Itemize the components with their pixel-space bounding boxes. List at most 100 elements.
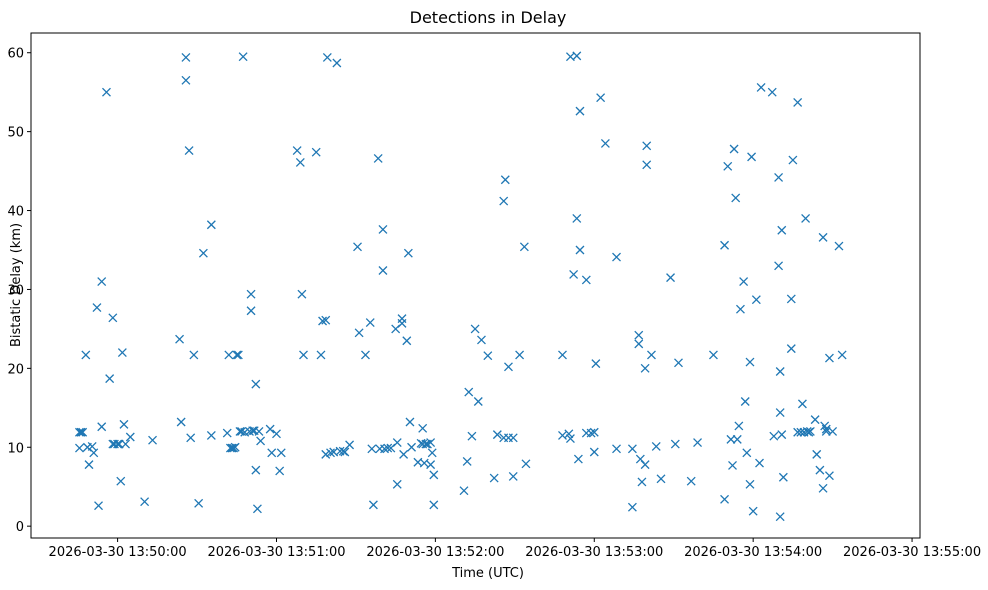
data-point — [586, 428, 596, 438]
data-point — [470, 324, 480, 334]
data-point — [499, 196, 509, 206]
data-point — [403, 248, 413, 258]
data-point — [777, 430, 787, 440]
data-point — [378, 225, 388, 234]
data-point — [464, 387, 474, 397]
data-point — [729, 144, 739, 154]
data-point — [801, 213, 811, 223]
data-point — [383, 443, 393, 453]
data-point — [818, 483, 828, 493]
data-point — [774, 261, 784, 271]
y-tick-label: 60 — [7, 47, 24, 62]
data-point — [731, 193, 741, 203]
data-point — [656, 474, 666, 484]
data-point — [246, 306, 256, 316]
data-point — [778, 472, 788, 482]
data-point — [726, 434, 736, 444]
data-point — [745, 357, 755, 367]
data-point — [233, 350, 243, 360]
data-point — [367, 444, 377, 454]
data-point — [89, 448, 99, 458]
data-point — [521, 459, 531, 469]
data-point — [295, 157, 305, 167]
data-point — [558, 350, 567, 360]
data-point — [368, 500, 378, 510]
data-point — [627, 502, 637, 512]
data-point — [837, 350, 847, 360]
data-point — [275, 466, 285, 476]
data-point — [708, 350, 718, 360]
data-point — [473, 397, 483, 406]
data-point — [186, 433, 196, 443]
data-point — [666, 273, 675, 283]
data-point — [774, 172, 784, 182]
data-point — [353, 242, 362, 252]
y-axis-ticks: 0 10 20 30 40 50 60 — [7, 47, 31, 535]
data-point — [92, 303, 102, 313]
x-tick-label: 2026-03-30 13:51:00 — [207, 545, 345, 560]
data-point — [222, 428, 232, 438]
data-point — [326, 448, 335, 458]
data-point — [316, 350, 326, 360]
data-point — [189, 350, 199, 360]
data-point — [575, 106, 585, 116]
data-point — [311, 147, 321, 157]
data-point — [230, 442, 240, 452]
data-point — [345, 440, 355, 450]
data-point — [751, 295, 761, 305]
data-point — [299, 350, 308, 360]
data-point — [392, 438, 402, 447]
data-point — [365, 318, 375, 328]
y-tick-label: 50 — [7, 126, 24, 141]
data-point — [589, 447, 599, 457]
data-point — [515, 350, 525, 360]
data-point — [97, 422, 107, 432]
y-tick-label: 10 — [7, 441, 24, 456]
data-point — [429, 500, 439, 510]
data-point — [612, 444, 621, 454]
data-point — [194, 498, 204, 508]
data-point — [116, 476, 126, 486]
data-point — [821, 427, 831, 436]
data-point — [834, 241, 844, 251]
data-point — [322, 53, 332, 62]
data-point — [565, 434, 575, 444]
data-point — [634, 330, 644, 340]
data-point — [748, 506, 758, 516]
y-tick-label: 20 — [7, 362, 24, 377]
data-point — [747, 152, 757, 162]
data-point — [573, 454, 583, 464]
data-point — [426, 460, 436, 470]
data-point — [564, 429, 574, 439]
data-point — [775, 367, 785, 376]
data-point — [421, 439, 431, 449]
data-point — [815, 465, 825, 475]
data-point — [500, 175, 510, 185]
data-point — [429, 470, 439, 480]
data-point — [793, 97, 803, 107]
data-point — [148, 435, 158, 445]
data-point — [176, 417, 186, 427]
data-point — [519, 242, 529, 252]
data-point — [651, 442, 661, 451]
data-point — [267, 448, 277, 458]
data-point — [181, 53, 191, 62]
data-point — [670, 439, 680, 449]
data-point — [256, 436, 266, 446]
data-point — [810, 415, 820, 425]
data-point — [459, 486, 469, 496]
y-tick-label: 40 — [7, 205, 24, 220]
data-point — [600, 139, 610, 148]
data-point — [824, 353, 834, 363]
data-point — [272, 429, 281, 439]
data-point — [476, 335, 486, 345]
data-point — [812, 449, 822, 459]
data-point — [84, 460, 94, 470]
data-point — [777, 225, 787, 235]
x-tick-label: 2026-03-30 13:52:00 — [366, 545, 504, 560]
data-point — [427, 448, 437, 458]
data-point — [462, 457, 472, 466]
data-point — [642, 160, 652, 170]
data-point — [426, 438, 436, 447]
